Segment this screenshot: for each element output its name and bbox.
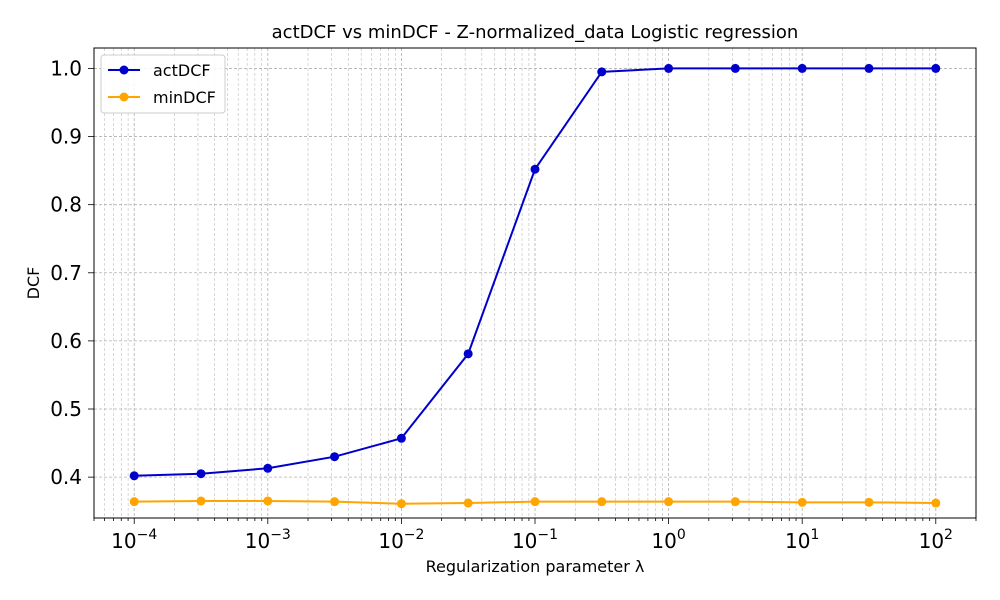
point-actdcf: [797, 63, 807, 73]
point-actdcf: [196, 469, 206, 479]
point-mindcf: [664, 497, 674, 507]
point-actdcf: [263, 463, 273, 473]
point-mindcf: [196, 496, 206, 506]
y-tick-label: 1.0: [50, 56, 82, 80]
point-mindcf: [263, 496, 273, 506]
series-layer: [129, 63, 941, 509]
x-tick-label: 10−3: [245, 527, 291, 553]
x-tick-label: 10−1: [512, 527, 558, 553]
legend-marker-mindcf: [119, 92, 129, 102]
point-mindcf: [597, 497, 607, 507]
point-actdcf: [730, 63, 740, 73]
point-mindcf: [129, 497, 139, 507]
grid: [93, 48, 977, 518]
x-tick-label: 10−2: [378, 527, 424, 553]
y-tick-label: 0.4: [50, 465, 82, 489]
y-tick-label: 0.5: [50, 397, 82, 421]
y-axis-label: DCF: [24, 267, 43, 300]
point-mindcf: [330, 497, 340, 507]
x-axis-label: Regularization parameter λ: [426, 557, 645, 576]
x-tick-label: 101: [785, 527, 819, 553]
y-tick-label: 0.7: [50, 261, 82, 285]
point-actdcf: [664, 63, 674, 73]
y-tick-label: 0.8: [50, 193, 82, 217]
point-actdcf: [530, 164, 540, 174]
x-tick-label: 10−4: [111, 527, 157, 553]
legend-label-mindcf: minDCF: [153, 88, 216, 107]
chart-title: actDCF vs minDCF - Z-normalized_data Log…: [272, 22, 799, 43]
point-actdcf: [931, 63, 941, 73]
point-mindcf: [864, 497, 874, 507]
legend-marker-actdcf: [119, 65, 129, 75]
y-tick-label: 0.6: [50, 329, 82, 353]
point-mindcf: [730, 497, 740, 507]
point-actdcf: [864, 63, 874, 73]
y-tick-label: 0.9: [50, 125, 82, 149]
point-actdcf: [597, 67, 607, 77]
point-actdcf: [129, 471, 139, 481]
point-mindcf: [396, 499, 406, 509]
point-actdcf: [463, 349, 473, 359]
point-mindcf: [797, 497, 807, 507]
point-actdcf: [396, 433, 406, 443]
point-actdcf: [330, 452, 340, 462]
x-tick-label: 100: [651, 527, 685, 553]
point-mindcf: [931, 498, 941, 508]
ticks: 0.4 0.5 0.6 0.7 0.8 0.9 1.0 10−4 10−3 10−2 10−1 100…: [50, 56, 977, 553]
legend: actDCF minDCF: [100, 54, 226, 114]
x-tick-label: 102: [919, 527, 953, 553]
point-mindcf: [463, 498, 473, 508]
point-mindcf: [530, 497, 540, 507]
legend-label-actdcf: actDCF: [153, 61, 211, 80]
